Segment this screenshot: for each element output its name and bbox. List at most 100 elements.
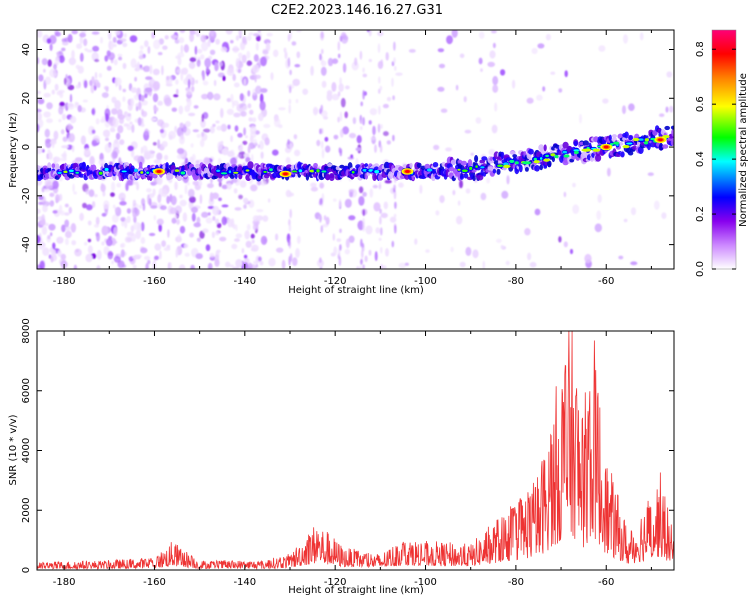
spectrogram-cell xyxy=(188,188,195,198)
spectrogram-cell xyxy=(104,143,112,154)
spectrogram-cell xyxy=(607,167,611,177)
spectrogram-cell xyxy=(79,35,84,45)
spectrogram-cell xyxy=(310,182,317,188)
ridge-cell xyxy=(512,154,518,158)
ridge-core xyxy=(98,171,103,175)
spectrogram-cell xyxy=(260,88,268,93)
spectrogram-cell xyxy=(534,208,541,216)
spectrogram-cell xyxy=(227,218,233,228)
spectrogram-cell xyxy=(216,249,221,253)
spectrogram-cell xyxy=(288,98,292,105)
snr-x-tick-label: -60 xyxy=(598,577,614,588)
ridge-core xyxy=(554,155,559,159)
spectrogram-cell xyxy=(207,212,211,216)
spectrogram-cell xyxy=(242,105,248,111)
spectrogram-cell xyxy=(108,40,114,51)
spectrogram-cell xyxy=(43,188,51,193)
ridge-cell xyxy=(460,160,467,166)
spectrogram-cell xyxy=(134,76,138,82)
spectrogram-cell xyxy=(233,82,240,88)
snr-y-tick-label: 2000 xyxy=(21,498,32,523)
spectrogram-cell xyxy=(75,249,79,253)
spectrogram-cell xyxy=(288,104,292,114)
spectrogram-cell xyxy=(435,210,440,216)
spectrogram-cell xyxy=(58,55,65,63)
spectrogram-cell xyxy=(145,76,153,81)
spectrogram-cell xyxy=(86,49,94,53)
spectrogram-cell xyxy=(152,188,156,196)
spectrogram-cell xyxy=(379,85,383,91)
spectrogram-cell xyxy=(207,91,214,100)
ridge-core xyxy=(180,171,186,175)
spectrogram-cell xyxy=(255,263,259,268)
spectrogram-cell xyxy=(260,56,267,67)
spectrogram-cell xyxy=(360,101,364,107)
spectrogram-cell xyxy=(146,188,152,193)
spectrogram-cell xyxy=(63,77,67,86)
spectrogram-cell xyxy=(153,81,160,91)
spectrogram-x-ticks: -180 -160 -140 -120 -100 -80 -60 xyxy=(53,30,652,287)
colorbar-ticks: 0.0 0.2 0.4 0.6 0.8 xyxy=(695,41,736,277)
spectrogram-cell xyxy=(168,130,176,140)
ridge-core xyxy=(245,169,250,172)
spectrogram-cell xyxy=(579,113,582,124)
spectrogram-cell xyxy=(377,43,381,54)
ridge-cell xyxy=(627,150,634,156)
spectrogram-cell xyxy=(125,112,132,122)
spectrogram-cell xyxy=(245,240,252,248)
ridge-cell xyxy=(595,154,602,162)
spectrogram-cell xyxy=(253,33,260,37)
spectrogram-cell xyxy=(82,99,89,103)
spectrogram-ridge xyxy=(37,125,674,182)
spectrogram-cell xyxy=(211,192,219,200)
spectrogram-cell xyxy=(623,218,628,223)
spectrogram-cell xyxy=(383,131,389,137)
spectrogram-cell xyxy=(176,219,180,225)
spectrogram-cell xyxy=(152,68,160,76)
spectrogram-cell xyxy=(273,49,279,58)
spectrogram-cell xyxy=(238,146,243,152)
spectrogram-cell xyxy=(486,177,490,184)
spectrogram-cell xyxy=(105,137,109,142)
ridge-cell xyxy=(492,168,497,174)
ridge-cell xyxy=(670,125,674,130)
spectrogram-cell xyxy=(143,150,152,159)
spectrogram-cell xyxy=(204,57,212,68)
spectrogram-cell xyxy=(257,30,261,33)
spectrogram-cell xyxy=(140,221,145,232)
spectrogram-cell xyxy=(139,45,144,50)
spectrogram-cell xyxy=(201,211,209,218)
spectrogram-cell xyxy=(175,248,179,258)
spectrogram-cell xyxy=(350,154,354,159)
spectrogram-cell xyxy=(187,78,191,89)
spectrogram-cell xyxy=(336,238,342,243)
spectrogram-cell xyxy=(105,87,109,93)
snr-x-tick-label: -100 xyxy=(414,577,437,588)
spectrogram-cell xyxy=(147,259,151,265)
spectrogram-cell xyxy=(234,207,242,211)
spectrogram-cell xyxy=(374,251,378,262)
spectrogram-cell xyxy=(380,246,383,254)
spectrogram-cell xyxy=(338,256,342,266)
spectrogram-cell xyxy=(238,194,244,200)
spectrogram-cell xyxy=(46,118,53,124)
ridge-cell xyxy=(266,172,272,177)
spectrogram-cell xyxy=(247,103,252,109)
spectrogram-cell xyxy=(52,242,56,250)
spectrogram-cell xyxy=(226,68,235,76)
spectrogram-cell xyxy=(287,238,291,247)
spectrogram-cell xyxy=(156,218,164,226)
spectrogram-cell xyxy=(233,188,238,194)
spectrogram-cell xyxy=(180,71,184,81)
spectrogram-cell xyxy=(231,243,238,250)
ridge-core xyxy=(68,169,74,173)
ridge-core xyxy=(573,150,579,155)
spectrogram-cell xyxy=(362,209,366,217)
spectrogram-cell xyxy=(316,139,321,147)
spectrogram-cell xyxy=(238,30,243,37)
spectrogram-cell xyxy=(95,118,100,125)
spectrogram-cell xyxy=(320,260,324,268)
spectrogram-cell xyxy=(289,208,293,219)
spectrogram-cell xyxy=(175,79,179,85)
spectrogram-cell xyxy=(188,61,196,69)
